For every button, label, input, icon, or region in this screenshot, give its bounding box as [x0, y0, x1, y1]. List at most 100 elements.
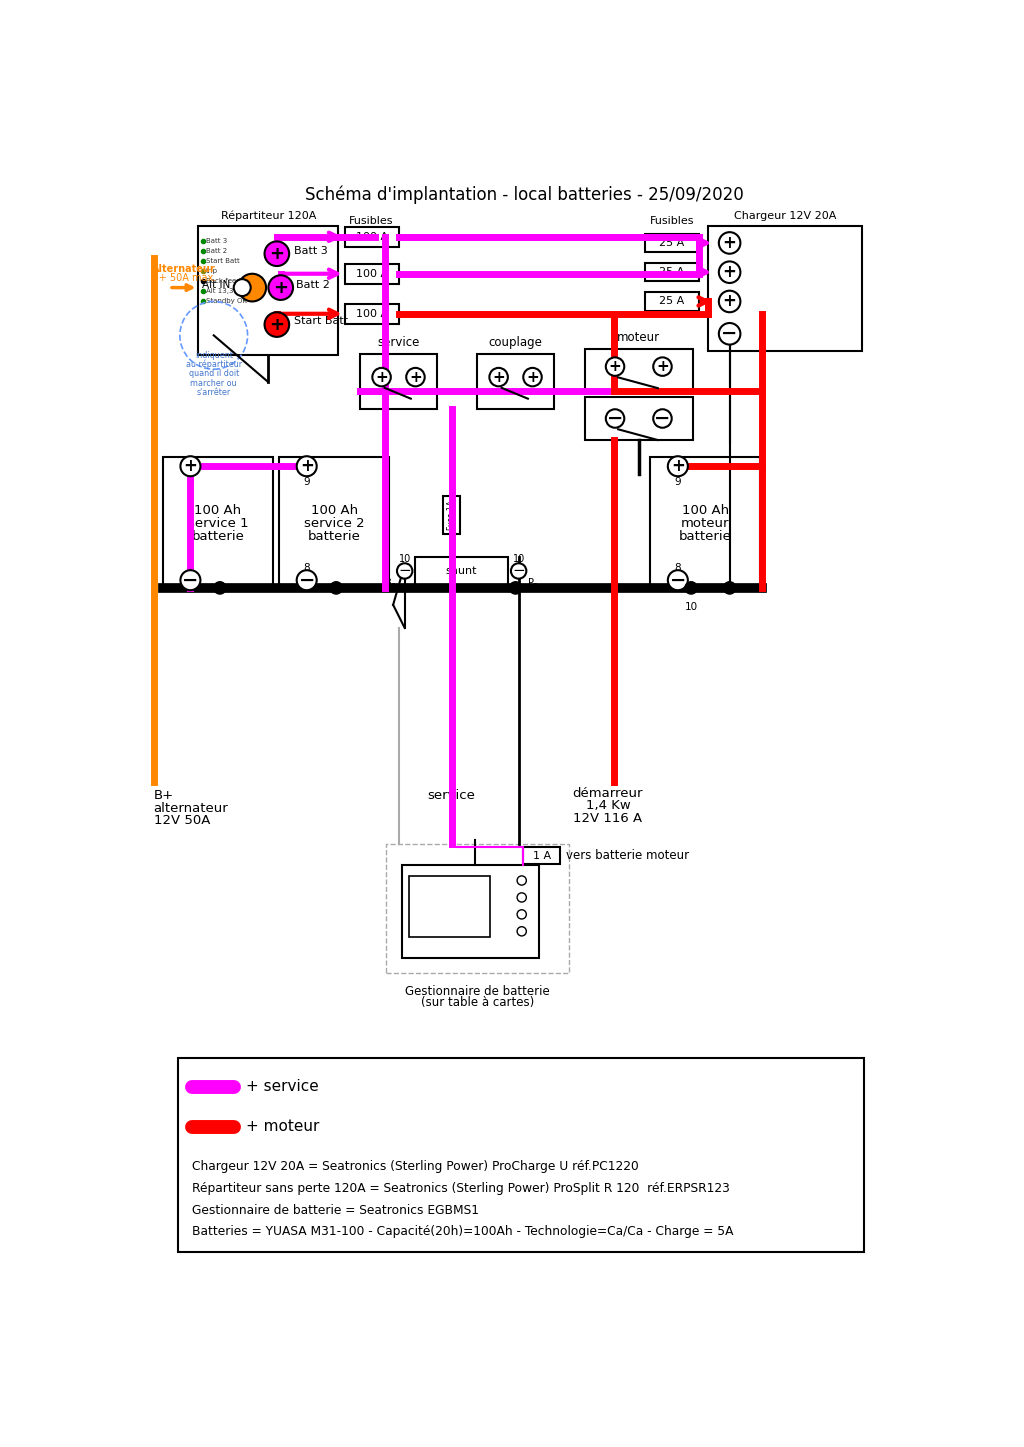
- Circle shape: [517, 926, 526, 936]
- Text: vers batterie moteur: vers batterie moteur: [566, 849, 689, 862]
- Circle shape: [685, 582, 697, 595]
- Text: service 2: service 2: [304, 517, 365, 530]
- Text: 8: 8: [675, 563, 681, 573]
- Text: Répartiteur sans perte 120A = Seatronics (Sterling Power) ProSplit R 120  réf.ER: Répartiteur sans perte 120A = Seatronics…: [193, 1182, 730, 1195]
- Text: −: −: [670, 570, 686, 590]
- Text: Gestionnaire de batterie = Seatronics EGBMS1: Gestionnaire de batterie = Seatronics EG…: [193, 1204, 479, 1217]
- Text: 10: 10: [685, 602, 697, 612]
- Text: −: −: [722, 324, 738, 343]
- Bar: [585, 398, 692, 440]
- Text: indiquent: indiquent: [195, 352, 232, 360]
- Circle shape: [668, 570, 688, 590]
- Text: service: service: [428, 789, 475, 802]
- Text: 100 Ah: 100 Ah: [310, 504, 357, 517]
- Text: shunt: shunt: [445, 566, 477, 576]
- Text: alternateur: alternateur: [154, 802, 228, 815]
- Text: Batt 3: Batt 3: [294, 246, 328, 256]
- Text: service: service: [377, 336, 420, 349]
- Text: Fuse 1A: Fuse 1A: [447, 499, 456, 530]
- Text: B+ 50A max.: B+ 50A max.: [153, 273, 216, 284]
- Text: +: +: [409, 369, 422, 385]
- Circle shape: [719, 323, 740, 344]
- Text: couplage: couplage: [488, 336, 543, 349]
- Bar: [345, 304, 398, 324]
- Text: P-: P-: [528, 577, 538, 587]
- Circle shape: [517, 875, 526, 886]
- Text: +: +: [723, 263, 736, 281]
- Text: 1 A: 1 A: [532, 851, 551, 861]
- Circle shape: [509, 582, 521, 595]
- Text: moteur: moteur: [681, 517, 730, 530]
- Text: 9: 9: [675, 476, 681, 486]
- Circle shape: [297, 456, 316, 476]
- Text: Schéma d'implantation - local batteries - 25/09/2020: Schéma d'implantation - local batteries …: [305, 187, 744, 204]
- Text: Chargeur 12V 20A: Chargeur 12V 20A: [734, 211, 837, 221]
- Circle shape: [719, 262, 740, 284]
- Text: moteur: moteur: [617, 331, 660, 344]
- Text: 8: 8: [303, 563, 310, 573]
- Text: Alternateur: Alternateur: [153, 265, 216, 273]
- Bar: [416, 557, 508, 585]
- Text: batterie: batterie: [308, 530, 360, 543]
- Bar: [523, 848, 560, 864]
- Text: −: −: [299, 570, 315, 590]
- Bar: [477, 355, 554, 410]
- Circle shape: [214, 582, 226, 595]
- Text: service 1: service 1: [187, 517, 248, 530]
- Circle shape: [523, 368, 542, 386]
- Bar: [345, 227, 398, 247]
- Text: 10: 10: [398, 554, 411, 564]
- Text: 100 Ah: 100 Ah: [682, 504, 729, 517]
- Text: 25 A: 25 A: [659, 297, 684, 307]
- Text: batterie: batterie: [679, 530, 732, 543]
- Text: B-: B-: [385, 577, 395, 587]
- Text: Start Batt: Start Batt: [206, 259, 240, 265]
- Circle shape: [724, 582, 736, 595]
- Circle shape: [239, 273, 266, 301]
- Circle shape: [517, 893, 526, 901]
- Text: −: −: [398, 563, 411, 579]
- Circle shape: [373, 368, 391, 386]
- Circle shape: [668, 456, 688, 476]
- Text: Batteries = YUASA M31-100 - Capacité(20h)=100Ah - Technologie=Ca/Ca - Charge = 5: Batteries = YUASA M31-100 - Capacité(20h…: [193, 1226, 733, 1239]
- Text: 100 A: 100 A: [355, 269, 388, 279]
- Bar: [199, 226, 339, 356]
- Text: trip: trip: [206, 269, 218, 275]
- Bar: [410, 875, 490, 938]
- Circle shape: [606, 357, 625, 376]
- Text: Chargeur 12V 20A = Seatronics (Sterling Power) ProCharge U réf.PC1220: Chargeur 12V 20A = Seatronics (Sterling …: [193, 1160, 639, 1174]
- Text: −: −: [607, 410, 624, 428]
- Text: 10: 10: [513, 554, 524, 564]
- Text: +: +: [671, 457, 685, 475]
- Text: 9: 9: [303, 476, 310, 486]
- Text: 25 A: 25 A: [659, 268, 684, 278]
- Text: quand il doit: quand il doit: [188, 369, 239, 379]
- Text: 1,4 Kw: 1,4 Kw: [586, 799, 631, 812]
- Bar: [645, 234, 698, 252]
- Text: 100 Ah: 100 Ah: [195, 504, 242, 517]
- Circle shape: [489, 368, 508, 386]
- Text: −: −: [512, 563, 525, 579]
- Bar: [386, 844, 569, 972]
- Text: +: +: [269, 315, 285, 334]
- Text: s'arrêter: s'arrêter: [197, 388, 230, 396]
- Text: Gestionnaire de batterie: Gestionnaire de batterie: [406, 985, 550, 998]
- Text: +: +: [269, 245, 285, 263]
- Circle shape: [719, 291, 740, 313]
- Text: marcher ou: marcher ou: [190, 379, 237, 388]
- Circle shape: [407, 368, 425, 386]
- Circle shape: [180, 570, 201, 590]
- Text: +: +: [723, 292, 736, 311]
- Text: 100 A: 100 A: [355, 232, 388, 242]
- Text: Back feed: Back feed: [206, 278, 241, 285]
- Circle shape: [606, 410, 625, 428]
- Text: + moteur: + moteur: [246, 1120, 319, 1134]
- Circle shape: [653, 410, 672, 428]
- Text: Batt 2: Batt 2: [296, 279, 330, 289]
- Text: batterie: batterie: [191, 530, 245, 543]
- Circle shape: [397, 563, 413, 579]
- Text: démarreur: démarreur: [572, 787, 643, 800]
- Text: Alt IN: Alt IN: [203, 279, 230, 289]
- Bar: [585, 349, 692, 391]
- Circle shape: [511, 563, 526, 579]
